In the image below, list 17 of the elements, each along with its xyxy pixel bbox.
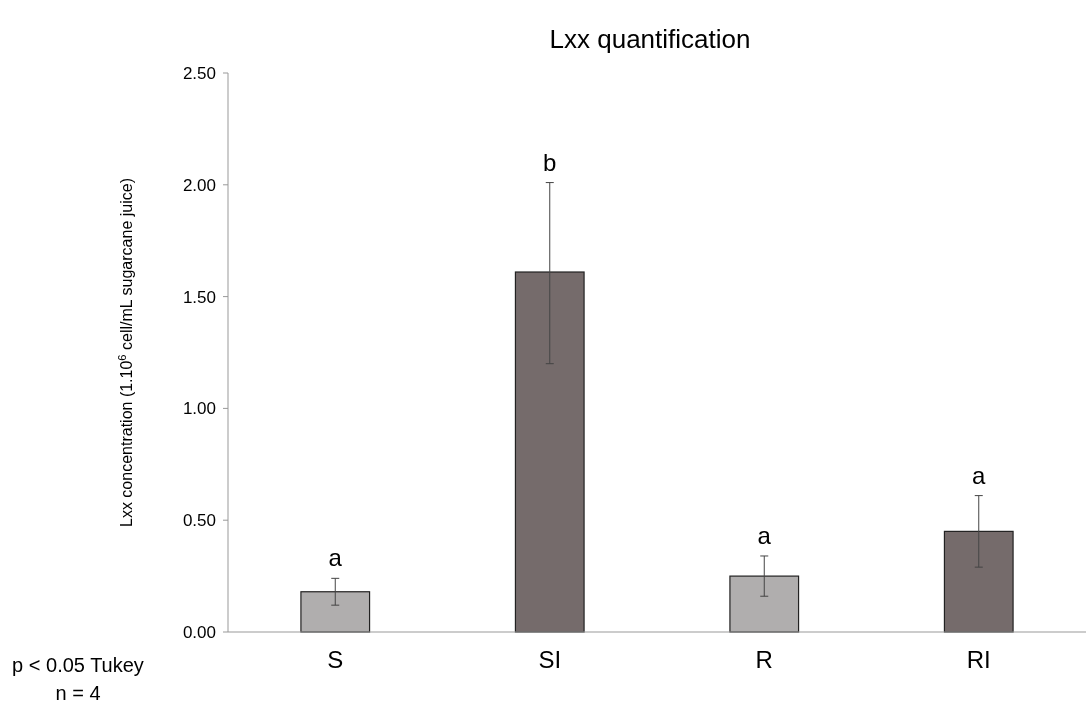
annotation: a xyxy=(972,461,987,489)
x-tick-label: RI xyxy=(966,646,991,673)
chart-title: Lxx quantification xyxy=(549,24,751,54)
annotation: a xyxy=(757,521,772,549)
annotation: b xyxy=(543,148,557,176)
x-tick-label: S xyxy=(327,646,344,673)
x-tick-label: R xyxy=(755,646,773,673)
y-tick-label: 0.50 xyxy=(182,511,216,531)
y-tick-label: 0.00 xyxy=(182,622,216,642)
x-tick-label: SI xyxy=(538,646,562,673)
y-tick-label: 2.50 xyxy=(182,63,216,83)
text: p < 0.05 Tukey xyxy=(12,654,144,676)
annotation: a xyxy=(328,544,343,572)
y-tick-label: 1.00 xyxy=(182,399,216,419)
y-tick-label: 1.50 xyxy=(182,287,216,307)
text: n = 4 xyxy=(55,682,101,704)
y-tick-label: 2.00 xyxy=(182,175,216,195)
